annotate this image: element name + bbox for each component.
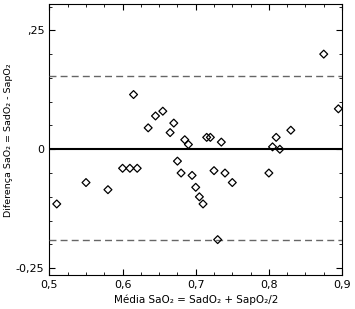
Point <box>167 130 173 135</box>
Point <box>189 173 195 178</box>
Point <box>178 171 184 176</box>
Point <box>218 140 224 145</box>
Point <box>153 113 158 118</box>
Point <box>211 168 217 173</box>
Point <box>175 159 180 163</box>
Point <box>266 171 272 176</box>
Point <box>229 180 235 185</box>
Point <box>288 128 294 133</box>
Point <box>83 180 89 185</box>
Point <box>273 135 279 140</box>
Point <box>204 135 209 140</box>
X-axis label: Média SaO₂ = SadO₂ + SapO₂/2: Média SaO₂ = SadO₂ + SapO₂/2 <box>114 294 278 305</box>
Point <box>135 166 140 171</box>
Point <box>120 166 125 171</box>
Point <box>197 194 202 199</box>
Point <box>54 201 60 206</box>
Point <box>131 92 136 97</box>
Point <box>160 109 166 114</box>
Point <box>270 144 275 149</box>
Point <box>171 121 177 125</box>
Point <box>208 135 213 140</box>
Y-axis label: Diferença SaO₂ = SadO₂ - SapO₂: Diferença SaO₂ = SadO₂ - SapO₂ <box>4 63 13 217</box>
Point <box>193 185 198 190</box>
Point <box>277 147 283 152</box>
Point <box>105 187 111 192</box>
Point <box>186 142 191 147</box>
Point <box>335 106 341 111</box>
Point <box>200 201 206 206</box>
Point <box>145 125 151 130</box>
Point <box>222 171 228 176</box>
Point <box>321 52 327 57</box>
Point <box>215 237 220 242</box>
Point <box>127 166 133 171</box>
Point <box>182 137 187 142</box>
